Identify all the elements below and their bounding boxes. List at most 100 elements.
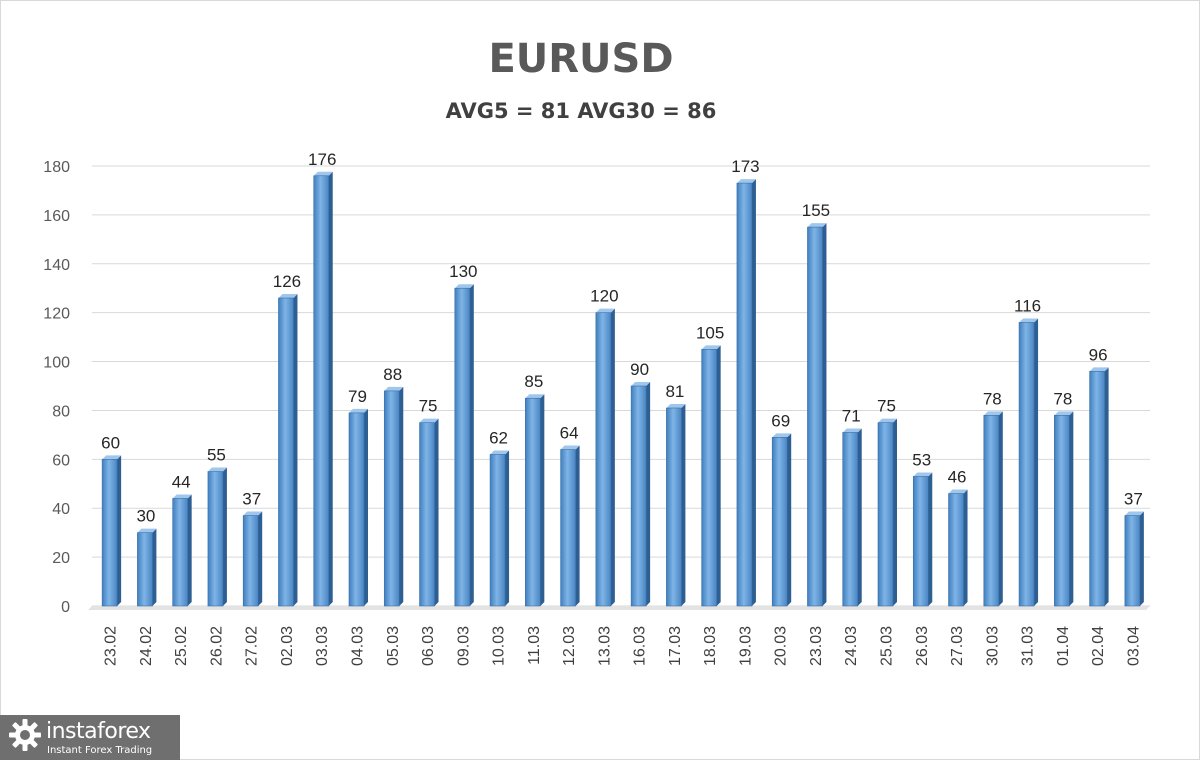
x-tick-label: 01.04	[1055, 626, 1072, 666]
bar	[348, 412, 365, 607]
bar-top	[701, 345, 721, 350]
bar-02.04	[1089, 367, 1109, 607]
bar-top	[807, 223, 827, 228]
bar-04.03	[348, 408, 368, 607]
x-tick-label: 24.02	[138, 626, 155, 666]
bar-27.03	[948, 489, 968, 607]
bar	[983, 415, 1000, 607]
bar	[207, 471, 224, 607]
x-tick-label: 02.04	[1090, 626, 1107, 666]
data-label: 173	[731, 157, 759, 176]
bar	[101, 459, 118, 607]
bar-top	[313, 171, 333, 176]
x-tick-label: 27.03	[949, 626, 966, 666]
bar-27.02	[242, 511, 263, 607]
bar-top	[736, 179, 756, 184]
x-tick-label: 13.03	[596, 626, 613, 666]
data-label: 90	[630, 360, 649, 379]
bar-top	[913, 472, 933, 477]
bar	[948, 493, 964, 607]
data-label: 75	[877, 397, 896, 416]
bar-side	[787, 433, 792, 606]
bar	[560, 449, 576, 607]
x-tick-label: 25.03	[879, 626, 896, 666]
bar-side	[646, 382, 651, 606]
bar-09.03	[454, 284, 474, 607]
bar-side	[293, 294, 298, 606]
data-label: 130	[449, 262, 477, 281]
bar-top	[1054, 411, 1074, 416]
bar-top	[102, 455, 122, 460]
data-label: 85	[524, 372, 543, 391]
chart-subtitle: AVG5 = 81 AVG30 = 86	[445, 99, 717, 123]
bar-top	[172, 494, 192, 499]
bar	[912, 476, 929, 607]
x-tick-label: 23.02	[103, 626, 120, 666]
bar-26.02	[207, 467, 227, 607]
bar-17.03	[666, 404, 686, 607]
bar-side	[575, 445, 580, 606]
bar-26.03	[912, 472, 933, 607]
bar	[842, 432, 859, 607]
bar-side	[822, 223, 827, 606]
x-tick-label: 20.03	[773, 626, 790, 666]
data-label: 155	[802, 201, 830, 220]
x-tick-label: 09.03	[455, 626, 472, 666]
x-tick-label: 10.03	[491, 626, 508, 666]
bar-top	[560, 445, 580, 450]
bar-30.03	[983, 411, 1003, 607]
bar-top	[983, 411, 1003, 416]
x-tick-label: 02.03	[279, 626, 296, 666]
bar-05.03	[383, 386, 404, 607]
bar-18.03	[701, 345, 721, 607]
bar-side	[117, 455, 122, 606]
x-tick-label: 18.03	[702, 626, 719, 666]
bar	[666, 407, 682, 607]
bar-top	[948, 489, 968, 494]
data-label: 78	[983, 389, 1002, 408]
data-label: 44	[172, 472, 191, 491]
x-tick-label: 03.04	[1125, 626, 1142, 666]
y-tick-label: 180	[43, 159, 70, 176]
bar-25.03	[877, 418, 897, 607]
data-label: 64	[560, 424, 579, 443]
data-label: 30	[136, 507, 155, 526]
bar-03.03	[313, 171, 333, 607]
bar	[807, 226, 823, 607]
data-label: 176	[308, 150, 336, 169]
y-tick-label: 80	[52, 403, 70, 420]
instaforex-logo: instaforex Instant Forex Trading	[0, 715, 180, 760]
bar	[630, 385, 647, 607]
bar-side	[328, 171, 333, 606]
bar-side	[222, 467, 227, 606]
bar-side	[1104, 367, 1109, 606]
y-tick-label: 120	[43, 306, 70, 323]
bar-top	[278, 294, 298, 298]
bar-side	[505, 450, 510, 606]
bar	[172, 498, 188, 607]
bar-side	[434, 418, 439, 606]
x-tick-label: 30.03	[984, 626, 1001, 666]
bar-12.03	[560, 445, 580, 607]
bar-side	[152, 528, 157, 606]
bar	[701, 349, 717, 607]
chart-title: EURUSD	[488, 36, 674, 82]
bar-top	[772, 433, 792, 438]
bar	[278, 297, 294, 607]
y-tick-label: 60	[52, 452, 70, 469]
bar-side	[751, 179, 756, 606]
x-tick-label: 11.03	[526, 626, 543, 665]
bar-top	[454, 284, 474, 289]
bar-side	[610, 308, 615, 606]
bar-top	[137, 528, 157, 533]
bar	[1124, 515, 1141, 607]
bar	[525, 397, 541, 607]
data-label: 60	[101, 433, 120, 452]
data-label: 81	[665, 382, 684, 401]
bar-top	[384, 386, 404, 391]
data-label: 46	[948, 468, 967, 487]
bar-top	[207, 467, 227, 472]
x-tick-label: 19.03	[737, 626, 754, 666]
bar-side	[540, 394, 545, 606]
